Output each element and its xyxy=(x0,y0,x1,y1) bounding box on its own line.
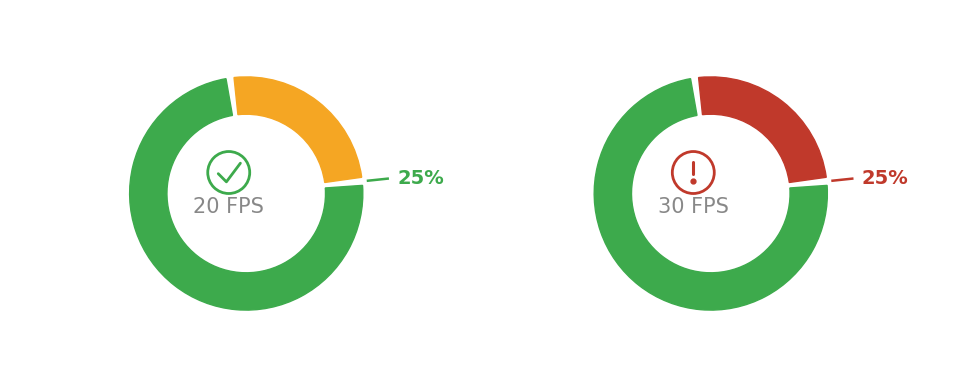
Text: 30 FPS: 30 FPS xyxy=(657,197,728,217)
Text: 25%: 25% xyxy=(861,169,908,188)
Text: 25%: 25% xyxy=(397,169,444,188)
Text: 20 FPS: 20 FPS xyxy=(193,197,264,217)
Wedge shape xyxy=(129,79,363,310)
Wedge shape xyxy=(594,79,828,310)
Wedge shape xyxy=(699,77,826,182)
Wedge shape xyxy=(234,77,362,182)
